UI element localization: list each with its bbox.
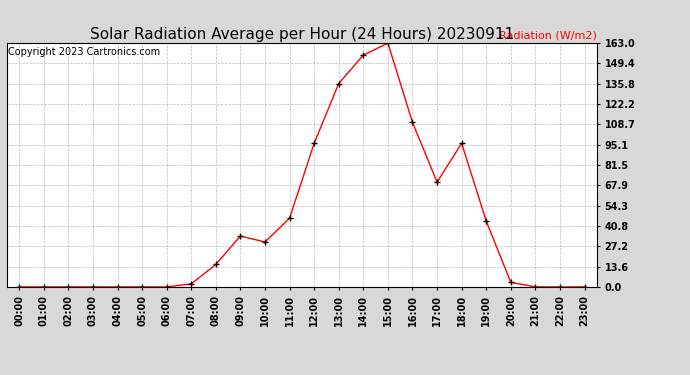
Text: Copyright 2023 Cartronics.com: Copyright 2023 Cartronics.com (8, 47, 160, 57)
Title: Solar Radiation Average per Hour (24 Hours) 20230911: Solar Radiation Average per Hour (24 Hou… (90, 27, 514, 42)
Text: Radiation (W/m2): Radiation (W/m2) (499, 30, 597, 40)
